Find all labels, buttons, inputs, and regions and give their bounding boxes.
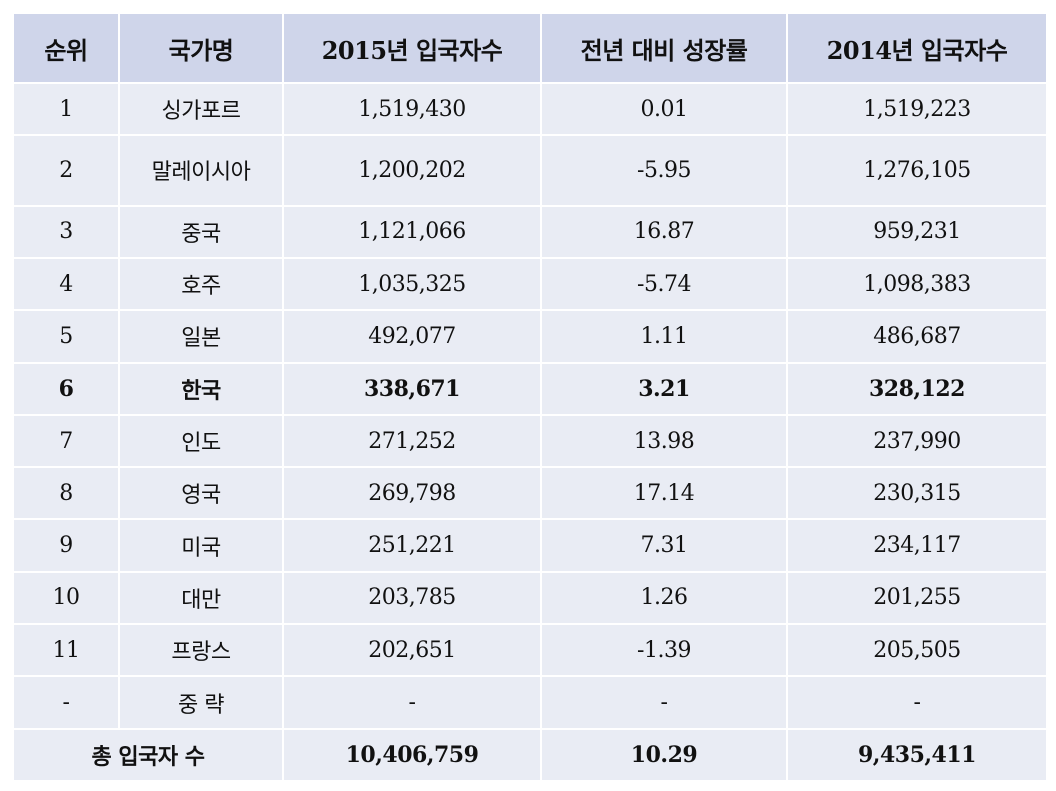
table-row: 9 미국 251,221 7.31 234,117 bbox=[12, 518, 1048, 573]
cell-arrivals-2015: - bbox=[282, 675, 542, 730]
cell-arrivals-2015: 1,200,202 bbox=[282, 134, 542, 207]
cell-country: 중 략 bbox=[118, 675, 284, 730]
cell-country: 대만 bbox=[118, 570, 284, 626]
table-row: 7 인도 271,252 13.98 237,990 bbox=[12, 413, 1048, 469]
cell-rank: 6 bbox=[12, 361, 120, 416]
table-row: 8 영국 269,798 17.14 230,315 bbox=[12, 466, 1048, 521]
cell-country: 중국 bbox=[118, 204, 284, 259]
table-row: 3 중국 1,121,066 16.87 959,231 bbox=[12, 204, 1048, 259]
cell-rank: 8 bbox=[12, 466, 120, 521]
cell-growth-rate: - bbox=[540, 675, 788, 730]
cell-arrivals-2014: 201,255 bbox=[786, 570, 1048, 626]
table-row: 10 대만 203,785 1.26 201,255 bbox=[12, 570, 1048, 626]
table-row: 4 호주 1,035,325 -5.74 1,098,383 bbox=[12, 256, 1048, 312]
cell-arrivals-2014: 328,122 bbox=[786, 361, 1048, 416]
cell-rank: 9 bbox=[12, 518, 120, 573]
cell-arrivals-2015: 1,035,325 bbox=[282, 256, 542, 312]
cell-country: 싱가포르 bbox=[118, 81, 284, 137]
cell-country: 인도 bbox=[118, 413, 284, 469]
table-row-omitted: - 중 략 - - - bbox=[12, 675, 1048, 730]
cell-rank: 3 bbox=[12, 204, 120, 259]
cell-arrivals-2015: 1,519,430 bbox=[282, 81, 542, 137]
header-rank: 순위 bbox=[12, 12, 120, 84]
cell-growth-rate: 16.87 bbox=[540, 204, 788, 259]
table-row: 1 싱가포르 1,519,430 0.01 1,519,223 bbox=[12, 81, 1048, 137]
cell-rank: 2 bbox=[12, 134, 120, 207]
cell-rank: 10 bbox=[12, 570, 120, 626]
cell-country: 영국 bbox=[118, 466, 284, 521]
total-arrivals-2014: 9,435,411 bbox=[786, 727, 1048, 783]
cell-arrivals-2014: - bbox=[786, 675, 1048, 730]
cell-arrivals-2015: 203,785 bbox=[282, 570, 542, 626]
cell-rank: 4 bbox=[12, 256, 120, 312]
cell-arrivals-2014: 959,231 bbox=[786, 204, 1048, 259]
cell-arrivals-2014: 486,687 bbox=[786, 309, 1048, 364]
cell-arrivals-2015: 271,252 bbox=[282, 413, 542, 469]
arrivals-table: 순위 국가명 2015년 입국자수 전년 대비 성장률 2014년 입국자수 1… bbox=[12, 12, 1048, 783]
total-growth-rate: 10.29 bbox=[540, 727, 788, 783]
total-label: 총 입국자 수 bbox=[12, 727, 284, 783]
cell-rank: 7 bbox=[12, 413, 120, 469]
cell-country: 말레이시아 bbox=[118, 134, 284, 207]
cell-country: 한국 bbox=[118, 361, 284, 416]
total-arrivals-2015: 10,406,759 bbox=[282, 727, 542, 783]
cell-growth-rate: 7.31 bbox=[540, 518, 788, 573]
cell-arrivals-2015: 492,077 bbox=[282, 309, 542, 364]
cell-growth-rate: 1.26 bbox=[540, 570, 788, 626]
cell-growth-rate: 0.01 bbox=[540, 81, 788, 137]
cell-arrivals-2015: 1,121,066 bbox=[282, 204, 542, 259]
header-arrivals-2015: 2015년 입국자수 bbox=[282, 12, 542, 84]
cell-arrivals-2014: 237,990 bbox=[786, 413, 1048, 469]
cell-arrivals-2015: 251,221 bbox=[282, 518, 542, 573]
header-arrivals-2014: 2014년 입국자수 bbox=[786, 12, 1048, 84]
table-row: 11 프랑스 202,651 -1.39 205,505 bbox=[12, 623, 1048, 678]
cell-rank: 5 bbox=[12, 309, 120, 364]
cell-growth-rate: -5.74 bbox=[540, 256, 788, 312]
cell-country: 프랑스 bbox=[118, 623, 284, 678]
cell-rank: 11 bbox=[12, 623, 120, 678]
table-row: 5 일본 492,077 1.11 486,687 bbox=[12, 309, 1048, 364]
cell-country: 일본 bbox=[118, 309, 284, 364]
cell-arrivals-2015: 202,651 bbox=[282, 623, 542, 678]
table-row-highlighted: 6 한국 338,671 3.21 328,122 bbox=[12, 361, 1048, 416]
cell-arrivals-2014: 234,117 bbox=[786, 518, 1048, 573]
cell-arrivals-2014: 205,505 bbox=[786, 623, 1048, 678]
cell-arrivals-2014: 230,315 bbox=[786, 466, 1048, 521]
cell-growth-rate: -5.95 bbox=[540, 134, 788, 207]
cell-growth-rate: -1.39 bbox=[540, 623, 788, 678]
header-growth-rate: 전년 대비 성장률 bbox=[540, 12, 788, 84]
cell-arrivals-2015: 338,671 bbox=[282, 361, 542, 416]
cell-growth-rate: 17.14 bbox=[540, 466, 788, 521]
cell-country: 미국 bbox=[118, 518, 284, 573]
cell-rank: - bbox=[12, 675, 120, 730]
cell-arrivals-2014: 1,098,383 bbox=[786, 256, 1048, 312]
total-row: 총 입국자 수 10,406,759 10.29 9,435,411 bbox=[12, 727, 1048, 783]
cell-country: 호주 bbox=[118, 256, 284, 312]
cell-growth-rate: 3.21 bbox=[540, 361, 788, 416]
header-row: 순위 국가명 2015년 입국자수 전년 대비 성장률 2014년 입국자수 bbox=[12, 12, 1048, 84]
header-country: 국가명 bbox=[118, 12, 284, 84]
cell-arrivals-2014: 1,276,105 bbox=[786, 134, 1048, 207]
cell-rank: 1 bbox=[12, 81, 120, 137]
cell-arrivals-2015: 269,798 bbox=[282, 466, 542, 521]
cell-growth-rate: 1.11 bbox=[540, 309, 788, 364]
table-row: 2 말레이시아 1,200,202 -5.95 1,276,105 bbox=[12, 134, 1048, 207]
cell-growth-rate: 13.98 bbox=[540, 413, 788, 469]
cell-arrivals-2014: 1,519,223 bbox=[786, 81, 1048, 137]
